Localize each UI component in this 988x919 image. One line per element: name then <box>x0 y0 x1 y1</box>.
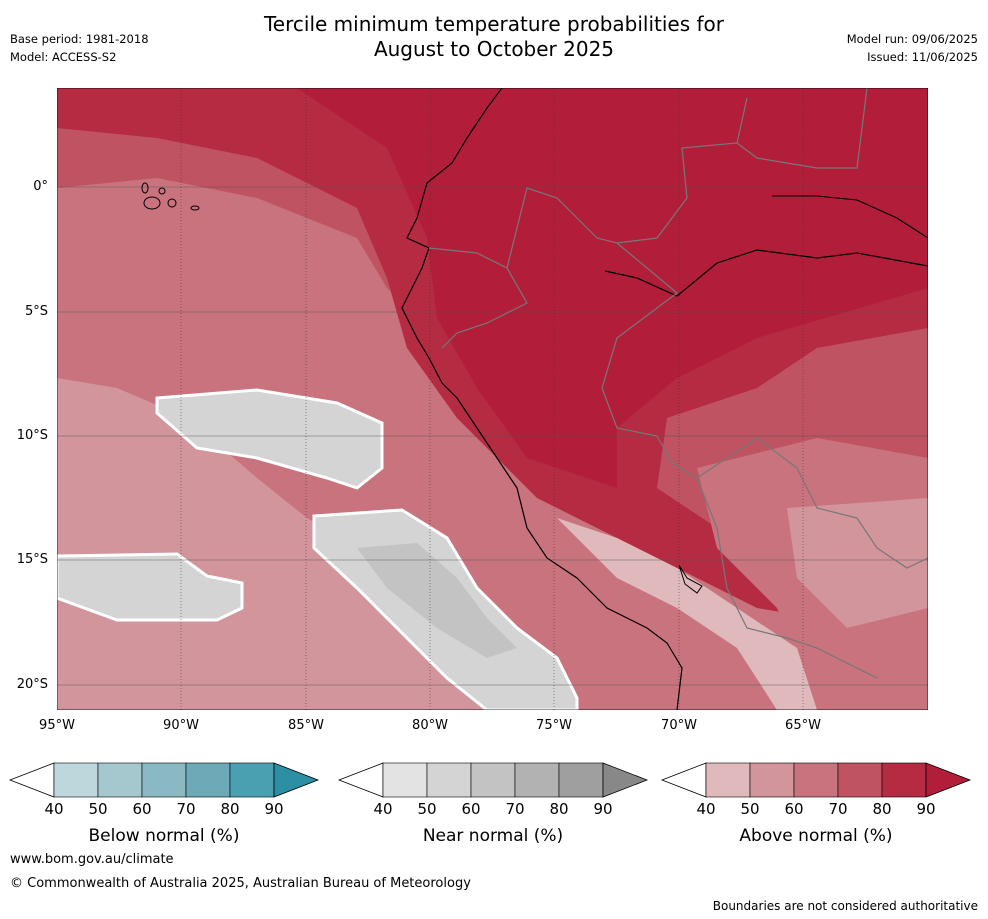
colorbar-near-tick: 50 <box>417 800 437 818</box>
colorbar-above-max-arrow <box>925 762 972 798</box>
colorbar-below-tick: 40 <box>44 800 64 818</box>
colorbar-below-swatch <box>53 762 99 798</box>
colorbar-near-tick: 70 <box>505 800 525 818</box>
base-period: Base period: 1981-2018 <box>10 32 149 46</box>
colorbar-above-tick: 50 <box>740 800 760 818</box>
colorbar-above-swatch <box>793 762 839 798</box>
title-line-2: August to October 2025 <box>373 37 615 61</box>
colorbar-above-swatch <box>837 762 883 798</box>
model-name: Model: ACCESS-S2 <box>10 50 117 64</box>
issued-date: Issued: 11/06/2025 <box>867 50 978 64</box>
website-link[interactable]: www.bom.gov.au/climate <box>10 852 174 867</box>
upper-river <box>772 195 928 239</box>
colorbar-above-swatch <box>749 762 795 798</box>
colorbar-near-tick: 90 <box>593 800 613 818</box>
colorbar-near-tick: 40 <box>373 800 393 818</box>
colorbar-near-swatch <box>470 762 516 798</box>
title-line-1: Tercile minimum temperature probabilitie… <box>263 12 725 36</box>
meta-right: Model run: 09/06/2025 Issued: 11/06/2025 <box>847 30 978 66</box>
disclaimer-text: Boundaries are not considered authoritat… <box>712 899 978 913</box>
colorbar-near-title: Near normal (%) <box>422 826 564 846</box>
meta-left: Base period: 1981-2018 Model: ACCESS-S2 <box>10 30 149 66</box>
colorbar-above-tick: 80 <box>872 800 892 818</box>
lon-label-65w: 65°W <box>785 718 821 733</box>
prob-band-90 <box>297 88 928 488</box>
colorbar-near-tick: 80 <box>549 800 569 818</box>
colorbar-near-swatch <box>514 762 560 798</box>
colorbar-below-title: Below normal (%) <box>88 826 240 846</box>
prob-band-coastal-streak <box>557 518 817 710</box>
colorbar-below-tick: 90 <box>264 800 284 818</box>
colorbar-near-min-arrow <box>337 762 384 798</box>
colorbar-above-tick: 70 <box>828 800 848 818</box>
lat-gridlines <box>57 186 928 686</box>
model-run: Model run: 09/06/2025 <box>846 32 978 46</box>
lon-label-85w: 85°W <box>288 718 324 733</box>
lat-label-10s: 10°S <box>16 428 48 443</box>
colorbar-below-tick: 50 <box>88 800 108 818</box>
colorbar-below-swatch <box>141 762 187 798</box>
colorbar-near-tick: 60 <box>461 800 481 818</box>
colorbar-near-swatch <box>426 762 472 798</box>
colorbar-below-tick: 80 <box>220 800 240 818</box>
lat-label-5s: 5°S <box>24 304 48 319</box>
colorbar-below-max-arrow <box>273 762 320 798</box>
colorbar-above-tick: 40 <box>696 800 716 818</box>
near-normal-area-west <box>57 552 244 622</box>
near-normal-inner <box>357 543 517 658</box>
national-borders <box>428 88 928 679</box>
colorbar-above-tick: 90 <box>916 800 936 818</box>
colorbar-legends <box>8 762 972 798</box>
colorbar-below-tick: 70 <box>176 800 196 818</box>
lon-label-90w: 90°W <box>163 718 199 733</box>
lon-label-95w: 95°W <box>39 718 75 733</box>
colorbar-below-swatch <box>229 762 275 798</box>
chart-title: Tercile minimum temperature probabilitie… <box>0 12 988 62</box>
colorbar-above-swatch <box>881 762 927 798</box>
colorbar-below-swatch <box>97 762 143 798</box>
prob-band-50-60-se <box>787 498 928 628</box>
colorbar-below-tick: 60 <box>132 800 152 818</box>
lat-label-15s: 15°S <box>16 552 48 567</box>
colorbar-above-min-arrow <box>660 762 707 798</box>
lat-label-20s: 20°S <box>16 677 48 692</box>
colorbar-near-max-arrow <box>602 762 649 798</box>
colorbar-above-tick: 60 <box>784 800 804 818</box>
lake-titicaca <box>678 564 703 594</box>
lon-label-70w: 70°W <box>661 718 697 733</box>
colorbar-below-min-arrow <box>8 762 55 798</box>
colorbar-near-swatch <box>558 762 604 798</box>
copyright-text: © Commonwealth of Australia 2025, Austra… <box>10 876 471 891</box>
probability-map <box>57 88 928 710</box>
colorbar-near-swatch <box>382 762 428 798</box>
colorbar-below-swatch <box>185 762 231 798</box>
coastline <box>401 88 683 710</box>
galapagos-islands <box>141 182 200 211</box>
lon-label-80w: 80°W <box>412 718 448 733</box>
lon-label-75w: 75°W <box>536 718 572 733</box>
amazon-river <box>604 249 928 297</box>
colorbar-above-title: Above normal (%) <box>739 826 893 846</box>
lat-label-0: 0° <box>33 179 48 194</box>
colorbar-above-swatch <box>705 762 751 798</box>
